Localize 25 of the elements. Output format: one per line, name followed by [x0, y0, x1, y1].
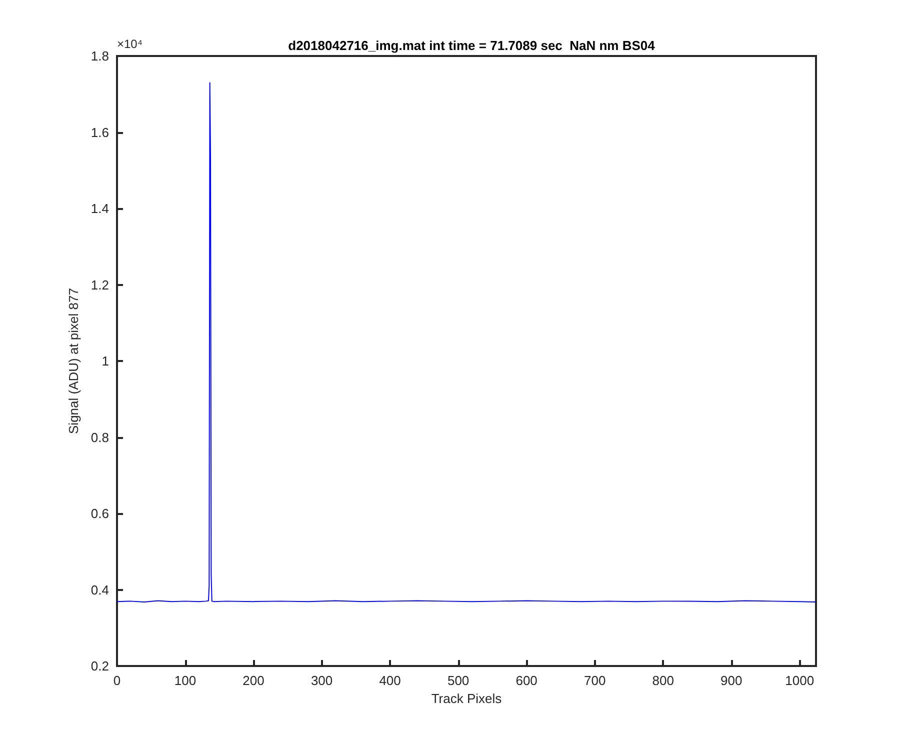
- y-tick-label: 0.8: [90, 430, 109, 445]
- x-tick-label: 700: [584, 673, 606, 688]
- x-tick-label: 0: [113, 673, 121, 688]
- x-tick-label: 500: [447, 673, 470, 688]
- y-tick-label: 0.6: [90, 506, 109, 521]
- x-tick-label: 100: [174, 673, 196, 688]
- y-tick-label: 1: [102, 354, 109, 368]
- x-axis-title: Track Pixels: [431, 690, 502, 706]
- text: ×10⁴: [117, 37, 143, 51]
- y-tick-label: 1.6: [90, 124, 109, 140]
- y-tick-label: 0.4: [90, 582, 109, 598]
- x-tick-label: 800: [652, 673, 674, 688]
- x-tick-label: 600: [516, 673, 538, 688]
- x-tick-label: 400: [379, 673, 401, 688]
- chart-title: d2018042716_img.mat int time = 71.7089 sec NaN nm BS04: [288, 38, 656, 53]
- x-tick-label: 900: [720, 673, 742, 688]
- y-axis-title: Signal (ADU) at pixel 877: [66, 288, 82, 434]
- y-tick-label: 1.2: [90, 277, 109, 292]
- x-tick-label: 1000: [785, 673, 814, 688]
- line-series: [116, 82, 816, 602]
- y-tick-label: 1.4: [90, 201, 109, 216]
- x-tick-label: 300: [310, 673, 333, 688]
- y-tick-label: 0.2: [90, 658, 109, 674]
- y-tick-label: 1.8: [90, 48, 109, 64]
- x-tick-label: 200: [242, 673, 264, 688]
